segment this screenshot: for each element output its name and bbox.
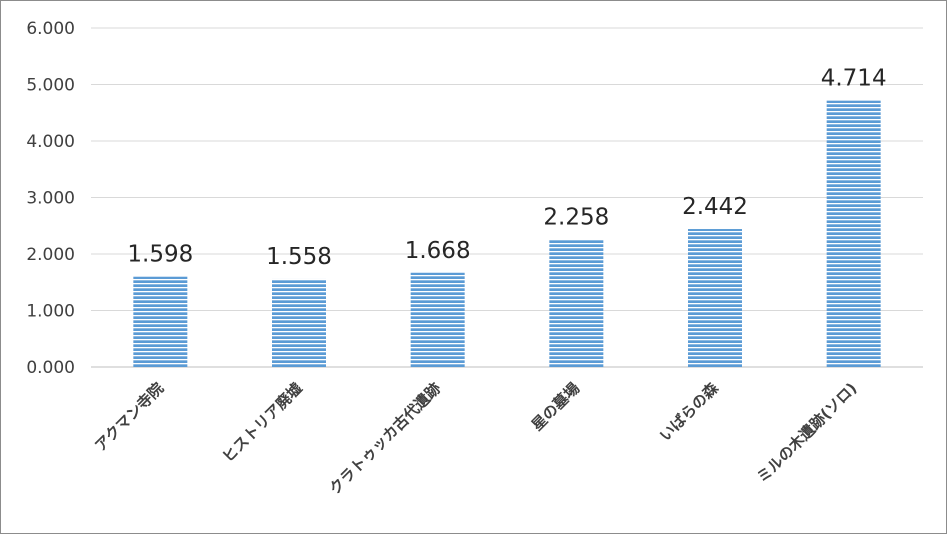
- x-category-label: 星の墓場: [528, 379, 583, 434]
- x-category-label: アクマン寺院: [91, 379, 167, 455]
- y-tick-label: 1.000: [26, 302, 75, 322]
- gridlines: [91, 27, 923, 368]
- y-tick-label: 3.000: [26, 189, 75, 209]
- data-label: 1.598: [127, 242, 193, 268]
- data-label: 1.668: [405, 238, 471, 264]
- data-label: 1.558: [266, 244, 332, 270]
- bar: [410, 272, 465, 367]
- y-tick-label: 0.000: [26, 358, 75, 378]
- y-tick-label: 4.000: [26, 132, 75, 152]
- data-label: 2.442: [682, 194, 748, 220]
- x-category-label: ミルの木遺跡(ソロ): [753, 379, 860, 486]
- bar: [549, 239, 604, 367]
- data-label: 4.714: [821, 66, 887, 92]
- bars: [133, 100, 881, 367]
- bar: [688, 229, 742, 367]
- x-category-label: いばらの森: [656, 378, 722, 444]
- x-axis-category-labels: アクマン寺院 ヒストリア廃墟 クラトゥッカ古代遺跡 星の墓場 いばらの森 ミルの木遺跡(ソ…: [91, 378, 860, 498]
- bar: [826, 100, 881, 367]
- y-tick-label: 2.000: [26, 245, 75, 265]
- x-category-label: クラトゥッカ古代遺跡: [326, 379, 445, 498]
- data-labels: 1.598 1.558 1.668 2.258 2.442 4.714: [127, 66, 886, 270]
- bar: [133, 276, 188, 367]
- y-tick-label: 5.000: [26, 76, 75, 96]
- data-label: 2.258: [543, 204, 609, 230]
- x-category-label: ヒストリア廃墟: [219, 379, 306, 466]
- bar: [272, 278, 326, 367]
- y-tick-label: 6.000: [26, 19, 75, 39]
- y-axis-tick-labels: 0.000 1.000 2.000 3.000 4.000 5.000 6.000: [26, 19, 75, 378]
